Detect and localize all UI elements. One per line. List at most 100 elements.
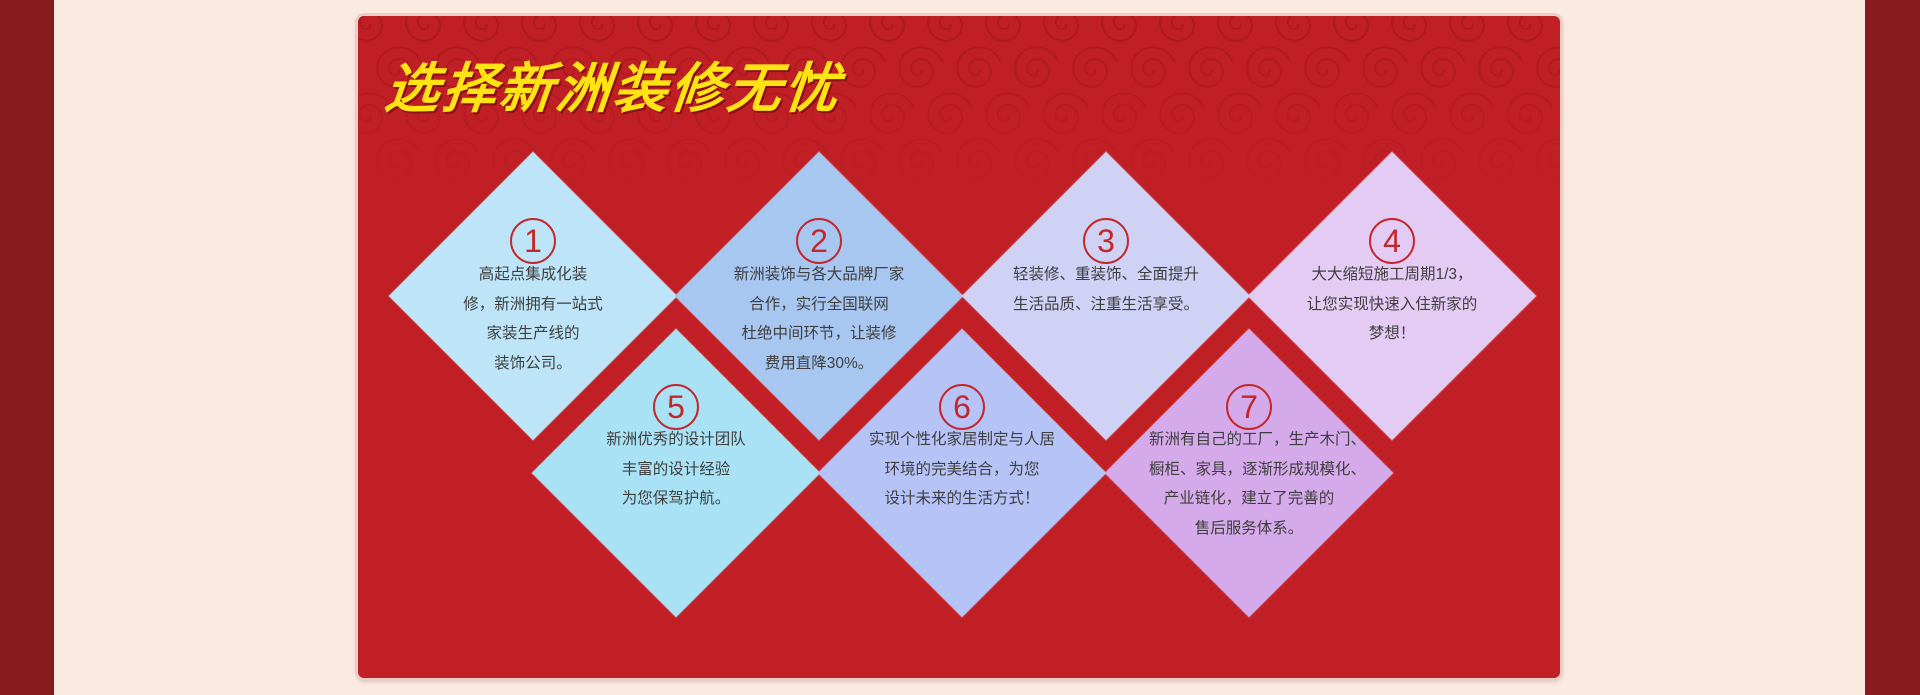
feature-text-line: 新洲装饰与各大品牌厂家	[733, 266, 905, 283]
feature-tile-1: 1 高起点集成化装 修，新洲拥有一站式 家装生产线的 装饰公司。	[388, 151, 678, 441]
swirl-ornament	[811, 92, 857, 135]
feature-text-line: 杜绝中间环节，让装修	[741, 325, 897, 342]
swirl-ornament	[1304, 46, 1350, 89]
feature-number-badge: 4	[1369, 218, 1415, 264]
feature-text-line: 费用直降30%。	[764, 354, 874, 372]
swirl-ornament	[811, 16, 857, 43]
swirl-ornament	[1014, 46, 1060, 89]
swirl-ornament	[1304, 138, 1350, 181]
feature-tile-5: 5 新洲优秀的设计团队 丰富的设计经验 为您保驾护航。	[531, 328, 821, 618]
feature-content: 6 实现个性化家居制定与人居 环境的完美结合，为您 设计未来的生活方式！	[818, 329, 1106, 617]
swirl-ornament	[840, 46, 886, 89]
feature-text-line: 产业链化，建立了完善的	[1163, 490, 1335, 507]
swirl-ornament	[1420, 138, 1466, 181]
swirl-ornament	[927, 16, 973, 43]
swirl-ornament	[724, 138, 770, 181]
feature-text-line: 环境的完美结合，为您	[884, 460, 1040, 478]
swirl-ornament	[695, 16, 741, 43]
feature-text-line: 设计未来的生活方式！	[884, 490, 1040, 507]
feature-description: 轻装修、重装饰、全面提升 生活品质、注重生活享受。	[1006, 260, 1206, 319]
feature-content: 5 新洲优秀的设计团队 丰富的设计经验 为您保驾护航。	[532, 329, 820, 617]
swirl-ornament	[1101, 16, 1147, 43]
swirl-ornament	[358, 16, 393, 43]
swirl-ornament	[724, 46, 770, 89]
feature-content: 1 高起点集成化装 修，新洲拥有一站式 家装生产线的 装饰公司。	[389, 152, 677, 440]
feature-number-badge: 1	[510, 218, 556, 264]
swirl-ornament	[1536, 138, 1560, 181]
swirl-ornament	[666, 138, 712, 181]
swirl-ornament	[376, 46, 422, 89]
feature-tile-4: 4 大大缩短施工周期1/3， 让您实现快速入住新家的 梦想！	[1247, 151, 1537, 441]
swirl-ornament	[434, 138, 480, 181]
swirl-ornament	[1217, 16, 1263, 43]
feature-tile-7: 7 新洲有自己的工厂，生产木门、 橱柜、家具，逐渐形成规模化、 产业链化，建立了完善的…	[1104, 328, 1394, 618]
swirl-ornament	[1333, 92, 1379, 135]
feature-description: 高起点集成化装 修，新洲拥有一站式 家装生产线的 装饰公司。	[433, 260, 633, 378]
swirl-ornament	[1478, 46, 1524, 89]
swirl-ornament	[579, 16, 625, 43]
swirl-ornament	[376, 138, 422, 181]
swirl-ornament	[956, 46, 1002, 89]
swirl-ornament	[492, 46, 538, 89]
feature-description: 大大缩短施工周期1/3， 让您实现快速入住新家的 梦想！	[1292, 260, 1492, 349]
feature-number-badge: 5	[653, 384, 699, 430]
swirl-ornament	[1159, 92, 1205, 135]
swirl-ornament	[666, 46, 712, 89]
feature-tile-6: 6 实现个性化家居制定与人居 环境的完美结合，为您 设计未来的生活方式！	[817, 328, 1107, 618]
feature-text-line: 修，新洲拥有一站式	[463, 295, 603, 313]
swirl-ornament	[956, 138, 1002, 181]
feature-text-line: 合作，实行全国联网	[749, 295, 889, 313]
swirl-ornament	[985, 16, 1031, 43]
swirl-ornament	[869, 16, 915, 43]
swirl-ornament	[927, 92, 973, 135]
swirl-ornament	[1275, 92, 1321, 135]
feature-number-badge: 2	[796, 218, 842, 264]
swirl-ornament	[463, 92, 509, 135]
swirl-ornament	[1507, 16, 1553, 43]
feature-description: 新洲装饰与各大品牌厂家 合作，实行全国联网 杜绝中间环节，让装修 费用直降30%。	[719, 260, 919, 378]
swirl-ornament	[1536, 46, 1560, 89]
swirl-ornament	[1188, 138, 1234, 181]
swirl-ornament	[608, 46, 654, 89]
feature-description: 新洲有自己的工厂，生产木门、 橱柜、家具，逐渐形成规模化、 产业链化，建立了完善的售…	[1149, 425, 1367, 543]
feature-text-line: 轻装修、重装饰、全面提升	[1012, 266, 1199, 283]
feature-text-line: 新洲优秀的设计团队	[606, 431, 746, 448]
page-title: 选择新洲装修无忧	[382, 56, 845, 120]
swirl-ornament	[695, 92, 741, 135]
left-side-bar	[0, 0, 54, 695]
swirl-ornament	[840, 138, 886, 181]
feature-number-badge: 3	[1083, 218, 1129, 264]
feature-content: 2 新洲装饰与各大品牌厂家 合作，实行全国联网 杜绝中间环节，让装修 费用直降30%。	[675, 152, 963, 440]
feature-description: 新洲优秀的设计团队 丰富的设计经验 为您保驾护航。	[576, 425, 776, 514]
feature-text-line: 实现个性化家居制定与人居	[868, 431, 1055, 448]
swirl-ornament	[1072, 46, 1118, 89]
swirl-ornament	[358, 92, 393, 135]
swirl-ornament	[1101, 92, 1147, 135]
feature-text-line: 生活品质、注重生活享受。	[1012, 295, 1199, 313]
swirl-ornament	[1333, 16, 1379, 43]
swirl-ornament	[1478, 138, 1524, 181]
swirl-ornament	[1420, 46, 1466, 89]
swirl-ornament	[1507, 92, 1553, 135]
feature-text-line: 高起点集成化装	[478, 266, 588, 283]
swirl-ornament	[608, 138, 654, 181]
swirl-ornament	[1449, 92, 1495, 135]
feature-tile-2: 2 新洲装饰与各大品牌厂家 合作，实行全国联网 杜绝中间环节，让装修 费用直降30%。	[674, 151, 964, 441]
feature-tile-3: 3 轻装修、重装饰、全面提升 生活品质、注重生活享受。	[961, 151, 1251, 441]
swirl-ornament	[782, 46, 828, 89]
swirl-ornament	[1159, 16, 1205, 43]
swirl-ornament	[1275, 16, 1321, 43]
swirl-ornament	[1014, 138, 1060, 181]
swirl-ornament	[1362, 46, 1408, 89]
feature-text-line: 售后服务体系。	[1194, 519, 1304, 537]
swirl-ornament	[1391, 92, 1437, 135]
swirl-ornament	[637, 16, 683, 43]
feature-text-line: 丰富的设计经验	[621, 460, 731, 478]
swirl-ornament	[405, 92, 451, 135]
swirl-ornament	[1130, 46, 1176, 89]
swirl-ornament	[521, 92, 567, 135]
swirl-ornament	[898, 46, 944, 89]
feature-number-badge: 6	[939, 384, 985, 430]
feature-text-line: 新洲有自己的工厂，生产木门、	[1149, 431, 1367, 448]
feature-text-line: 为您保驾护航。	[621, 490, 731, 507]
